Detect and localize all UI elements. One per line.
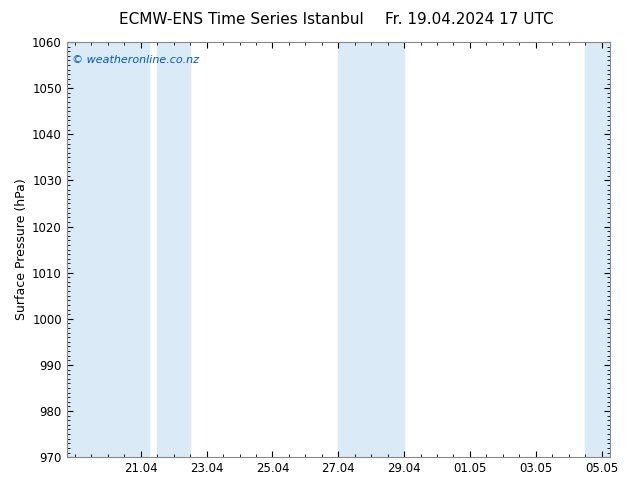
Bar [339,42,404,457]
Bar [67,42,149,457]
Text: © weatheronline.co.nz: © weatheronline.co.nz [72,54,199,65]
Bar [157,42,190,457]
Y-axis label: Surface Pressure (hPa): Surface Pressure (hPa) [15,179,28,320]
Bar [585,42,610,457]
Text: Fr. 19.04.2024 17 UTC: Fr. 19.04.2024 17 UTC [385,12,553,27]
Text: ECMW-ENS Time Series Istanbul: ECMW-ENS Time Series Istanbul [119,12,363,27]
